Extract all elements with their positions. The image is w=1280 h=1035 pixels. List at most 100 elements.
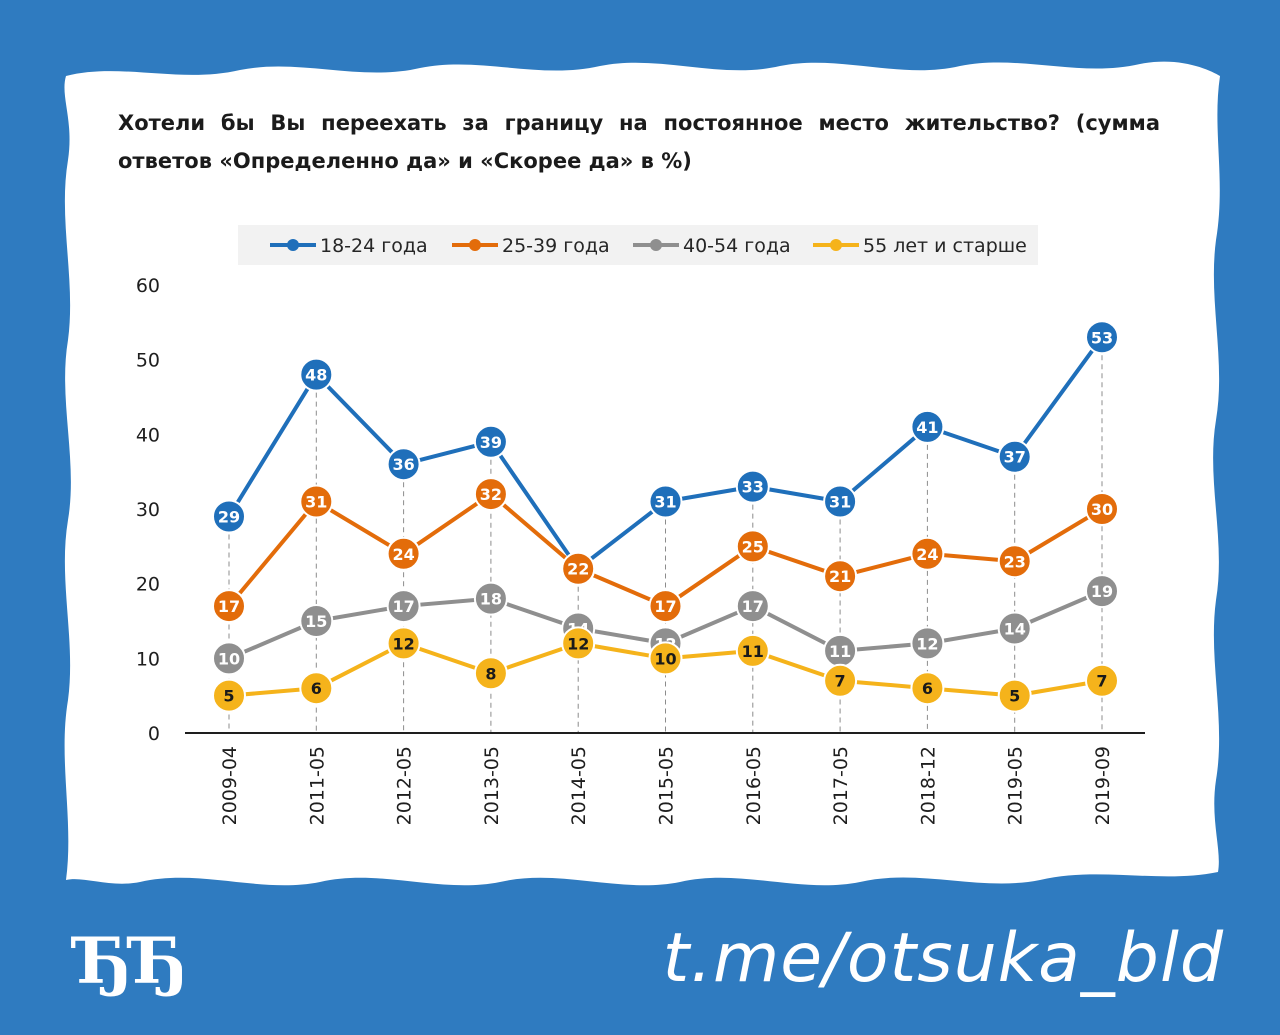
data-label: 37 bbox=[1004, 448, 1026, 467]
data-point bbox=[910, 626, 945, 661]
data-point bbox=[473, 424, 508, 459]
legend-marker-2 bbox=[469, 239, 481, 251]
legend-label-4: 55 лет и старше bbox=[863, 235, 1027, 257]
x-tick-label: 2018-12 bbox=[917, 746, 939, 825]
legend-label-3: 40-54 года bbox=[683, 235, 791, 257]
data-point bbox=[473, 656, 508, 691]
legend-marker-4 bbox=[830, 239, 842, 251]
x-tick-label: 2009-04 bbox=[219, 746, 241, 825]
y-tick-label: 0 bbox=[148, 723, 160, 745]
data-point bbox=[648, 589, 683, 624]
y-tick-label: 20 bbox=[136, 574, 160, 596]
data-label: 7 bbox=[1096, 672, 1107, 691]
data-point bbox=[1085, 663, 1119, 698]
data-label: 5 bbox=[1009, 687, 1020, 706]
data-label: 11 bbox=[829, 642, 851, 661]
data-point bbox=[997, 678, 1032, 713]
chart-title: Хотели бы Вы переехать за границу на пос… bbox=[118, 111, 1160, 173]
data-point bbox=[299, 484, 334, 519]
data-label: 17 bbox=[654, 597, 676, 616]
data-point bbox=[910, 536, 945, 571]
data-point bbox=[735, 589, 770, 624]
data-label: 8 bbox=[485, 664, 496, 683]
data-label: 41 bbox=[916, 418, 938, 437]
data-label: 14 bbox=[1004, 619, 1026, 638]
series-markers: 2948363922313331413753173124322217252124… bbox=[212, 320, 1119, 713]
y-tick-label: 60 bbox=[136, 275, 160, 297]
data-label: 18 bbox=[480, 590, 502, 609]
data-point bbox=[561, 626, 596, 661]
data-point bbox=[386, 626, 421, 661]
data-label: 53 bbox=[1091, 328, 1113, 347]
data-label: 31 bbox=[654, 493, 676, 512]
line-chart: 18-24 года 25-39 года 40-54 года 55 лет и с… bbox=[136, 225, 1145, 825]
data-point bbox=[648, 484, 683, 519]
data-point bbox=[212, 678, 246, 713]
x-tick-label: 2014-05 bbox=[568, 746, 590, 825]
data-point bbox=[299, 671, 334, 706]
legend-marker-1 bbox=[287, 239, 299, 251]
y-axis: 0 10 20 30 40 50 60 bbox=[136, 275, 160, 745]
data-point bbox=[1085, 492, 1119, 526]
data-point bbox=[910, 409, 945, 444]
x-axis: 2009-04 2011-05 2012-05 2013-05 2014-05 2015-… bbox=[185, 732, 1145, 825]
data-point bbox=[1085, 320, 1119, 355]
data-label: 10 bbox=[218, 649, 240, 668]
data-point bbox=[212, 499, 246, 534]
data-label: 25 bbox=[742, 537, 764, 556]
data-label: 17 bbox=[742, 597, 764, 616]
data-point bbox=[735, 469, 770, 504]
x-tick-label: 2012-05 bbox=[394, 746, 416, 825]
data-label: 12 bbox=[567, 634, 589, 653]
channel-link[interactable]: t.me/otsuka_bld bbox=[662, 919, 1224, 998]
x-tick-label: 2019-05 bbox=[1005, 746, 1027, 825]
data-point bbox=[212, 589, 246, 624]
data-point bbox=[910, 671, 945, 706]
y-tick-label: 10 bbox=[136, 648, 160, 670]
data-label: 5 bbox=[223, 687, 234, 706]
legend-label-2: 25-39 года bbox=[502, 235, 610, 257]
data-label: 22 bbox=[567, 560, 589, 579]
data-point bbox=[735, 633, 770, 668]
x-tick-label: 2011-05 bbox=[306, 746, 328, 825]
data-point bbox=[386, 536, 421, 571]
data-label: 23 bbox=[1004, 552, 1026, 571]
data-point bbox=[386, 447, 421, 482]
data-point bbox=[997, 544, 1032, 579]
y-tick-label: 40 bbox=[136, 424, 160, 446]
data-label: 17 bbox=[218, 597, 240, 616]
x-tick-label: 2013-05 bbox=[481, 746, 503, 825]
data-label: 21 bbox=[829, 567, 851, 586]
data-label: 24 bbox=[916, 545, 938, 564]
data-label: 48 bbox=[305, 366, 327, 385]
data-label: 6 bbox=[922, 679, 933, 698]
data-label: 15 bbox=[305, 612, 327, 631]
x-tick-label: 2016-05 bbox=[743, 746, 765, 825]
chart-legend: 18-24 года 25-39 года 40-54 года 55 лет и с… bbox=[238, 225, 1038, 265]
data-label: 39 bbox=[480, 433, 502, 452]
data-label: 12 bbox=[916, 634, 938, 653]
legend-label-1: 18-24 года bbox=[320, 235, 428, 257]
data-point bbox=[997, 611, 1032, 646]
data-label: 32 bbox=[480, 485, 502, 504]
data-label: 33 bbox=[742, 478, 764, 497]
data-label: 7 bbox=[835, 672, 846, 691]
data-point bbox=[997, 439, 1032, 474]
data-point bbox=[299, 357, 334, 392]
data-label: 24 bbox=[392, 545, 414, 564]
data-label: 12 bbox=[392, 634, 414, 653]
data-label: 10 bbox=[654, 649, 676, 668]
data-point bbox=[473, 581, 508, 616]
data-point bbox=[1085, 574, 1119, 609]
legend-marker-3 bbox=[650, 239, 662, 251]
data-point bbox=[386, 589, 421, 624]
data-label: 31 bbox=[829, 493, 851, 512]
data-point bbox=[823, 559, 858, 594]
y-tick-label: 50 bbox=[136, 350, 160, 372]
data-point bbox=[561, 551, 596, 586]
x-tick-label: 2015-05 bbox=[656, 746, 678, 825]
brand-logo: ЂЂ bbox=[74, 924, 187, 999]
x-tick-label: 2017-05 bbox=[830, 746, 852, 825]
data-label: 11 bbox=[742, 642, 764, 661]
data-label: 19 bbox=[1091, 582, 1113, 601]
